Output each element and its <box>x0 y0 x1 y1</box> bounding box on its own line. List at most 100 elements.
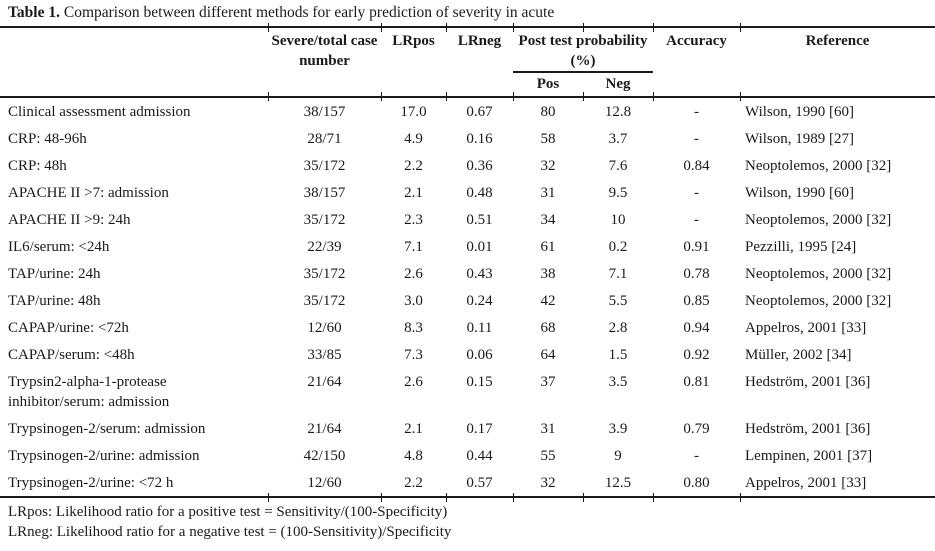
method-cell: Trypsin2-alpha-1-protease inhibitor/seru… <box>8 374 170 410</box>
method-cell: APACHE II >9: 24h <box>8 212 131 228</box>
lrneg-cell: 0.43 <box>466 266 493 282</box>
header-post-test-probability: Post test probability (%) <box>513 27 654 73</box>
pos-cell: 58 <box>540 131 556 147</box>
method-cell: TAP/urine: 24h <box>8 266 101 282</box>
accuracy-cell: - <box>694 131 700 147</box>
reference-cell: Pezzilli, 1995 [24] <box>745 239 857 255</box>
column-rule-tick <box>380 22 382 32</box>
severe-total-cell: 21/64 <box>307 374 342 390</box>
table-row: CAPAP/urine: <72h 12/60 8.3 0.11 68 2.8 0.94 Ap… <box>0 314 935 341</box>
pos-cell: 61 <box>540 239 556 255</box>
lrpos-cell: 7.1 <box>404 239 423 255</box>
reference-cell: Neoptolemos, 2000 [32] <box>745 266 892 282</box>
table-row: TAP/urine: 48h 35/172 3.0 0.24 42 5.5 0.85 Neop… <box>0 287 935 314</box>
column-rule-tick <box>582 22 584 32</box>
reference-cell: Lempinen, 2001 [37] <box>745 448 873 464</box>
table-row: CRP: 48h 35/172 2.2 0.36 32 7.6 0.84 Neoptolemo… <box>0 152 935 179</box>
accuracy-cell: 0.94 <box>683 320 710 336</box>
reference-cell: Appelros, 2001 [33] <box>745 320 867 336</box>
severe-total-cell: 33/85 <box>307 347 342 363</box>
reference-cell: Neoptolemos, 2000 [32] <box>745 212 892 228</box>
method-cell: CAPAP/serum: <48h <box>8 347 135 363</box>
accuracy-cell: 0.80 <box>683 475 710 491</box>
lrpos-cell: 4.9 <box>404 131 423 147</box>
lrneg-cell: 0.17 <box>466 421 493 437</box>
accuracy-cell: 0.79 <box>683 421 710 437</box>
column-rule-tick <box>267 492 269 502</box>
accuracy-cell: - <box>694 104 700 120</box>
header-severe-total: Severe/total case number <box>271 33 378 69</box>
column-rule-tick <box>582 492 584 502</box>
lrpos-cell: 2.1 <box>404 185 423 201</box>
column-rule-tick <box>380 91 382 101</box>
column-rule-tick <box>739 22 741 32</box>
accuracy-cell: - <box>694 212 700 228</box>
severe-total-cell: 22/39 <box>307 239 342 255</box>
severe-total-cell: 35/172 <box>303 266 346 282</box>
pos-cell: 31 <box>540 421 556 437</box>
table-row: Trypsinogen-2/urine: <72 h 12/60 2.2 0.57 32… <box>0 469 935 497</box>
accuracy-cell: 0.85 <box>683 293 710 309</box>
pos-cell: 42 <box>540 293 556 309</box>
lrpos-cell: 7.3 <box>404 347 423 363</box>
pos-cell: 37 <box>540 374 556 390</box>
neg-cell: 5.5 <box>608 293 628 309</box>
method-cell: Trypsinogen-2/serum: admission <box>8 421 206 437</box>
lrneg-cell: 0.16 <box>466 131 493 147</box>
severe-total-cell: 38/157 <box>303 185 346 201</box>
reference-cell: Wilson, 1989 [27] <box>745 131 854 147</box>
method-cell: IL6/serum: <24h <box>8 239 110 255</box>
lrneg-cell: 0.36 <box>466 158 493 174</box>
neg-cell: 12.8 <box>604 104 632 120</box>
table-row: Trypsinogen-2/serum: admission 21/64 2.1 0.… <box>0 415 935 442</box>
footnote-lrneg: LRneg: Likelihood ratio for a negative t… <box>8 524 452 540</box>
table-row: APACHE II >9: 24h 35/172 2.3 0.51 34 10 - Neopt… <box>0 206 935 233</box>
table-row: CAPAP/serum: <48h 33/85 7.3 0.06 64 1.5 0.92 Mü… <box>0 341 935 368</box>
neg-cell: 10 <box>610 212 626 228</box>
table-row: TAP/urine: 24h 35/172 2.6 0.43 38 7.1 0.78 Neop… <box>0 260 935 287</box>
table-caption: Table 1. Comparison between different me… <box>0 0 935 26</box>
severe-total-cell: 35/172 <box>303 212 346 228</box>
reference-cell: Wilson, 1990 [60] <box>745 185 854 201</box>
neg-cell: 7.6 <box>608 158 628 174</box>
reference-cell: Hedström, 2001 [36] <box>745 374 871 390</box>
severe-total-cell: 28/71 <box>307 131 342 147</box>
lrneg-cell: 0.15 <box>466 374 493 390</box>
lrneg-cell: 0.57 <box>466 475 493 491</box>
lrpos-cell: 2.2 <box>404 475 423 491</box>
method-cell: CAPAP/urine: <72h <box>8 320 129 336</box>
pos-cell: 32 <box>540 475 556 491</box>
column-rule-tick <box>445 91 447 101</box>
lrpos-cell: 8.3 <box>404 320 423 336</box>
lrneg-cell: 0.67 <box>466 104 493 120</box>
method-cell: Trypsinogen-2/urine: admission <box>8 448 200 464</box>
lrneg-cell: 0.24 <box>466 293 493 309</box>
column-rule-tick <box>739 492 741 502</box>
column-rule-tick <box>512 22 514 32</box>
severe-total-cell: 21/64 <box>307 421 342 437</box>
neg-cell: 0.2 <box>608 239 628 255</box>
reference-cell: Müller, 2002 [34] <box>745 347 852 363</box>
method-cell: CRP: 48h <box>8 158 67 174</box>
column-rule-tick <box>512 91 514 101</box>
neg-cell: 9 <box>614 448 622 464</box>
neg-cell: 12.5 <box>604 475 632 491</box>
lrneg-cell: 0.51 <box>466 212 493 228</box>
method-cell: CRP: 48-96h <box>8 131 87 147</box>
lrneg-cell: 0.01 <box>466 239 493 255</box>
pos-cell: 68 <box>540 320 556 336</box>
severe-total-cell: 12/60 <box>307 475 342 491</box>
table-row: CRP: 48-96h 28/71 4.9 0.16 58 3.7 - Wilson, 198… <box>0 125 935 152</box>
lrneg-cell: 0.06 <box>466 347 493 363</box>
table-body: Clinical assessment admission 38/157 17.0 0… <box>0 97 935 497</box>
accuracy-cell: - <box>694 448 700 464</box>
pos-cell: 38 <box>540 266 556 282</box>
header-pos: Pos <box>536 76 560 92</box>
neg-cell: 9.5 <box>608 185 628 201</box>
reference-cell: Neoptolemos, 2000 [32] <box>745 158 892 174</box>
table-caption-text: Comparison between different methods for… <box>63 4 555 21</box>
table-row: Trypsin2-alpha-1-protease inhibitor/seru… <box>0 368 935 415</box>
lrpos-cell: 2.6 <box>404 266 423 282</box>
reference-cell: Hedström, 2001 [36] <box>745 421 871 437</box>
reference-cell: Neoptolemos, 2000 [32] <box>745 293 892 309</box>
